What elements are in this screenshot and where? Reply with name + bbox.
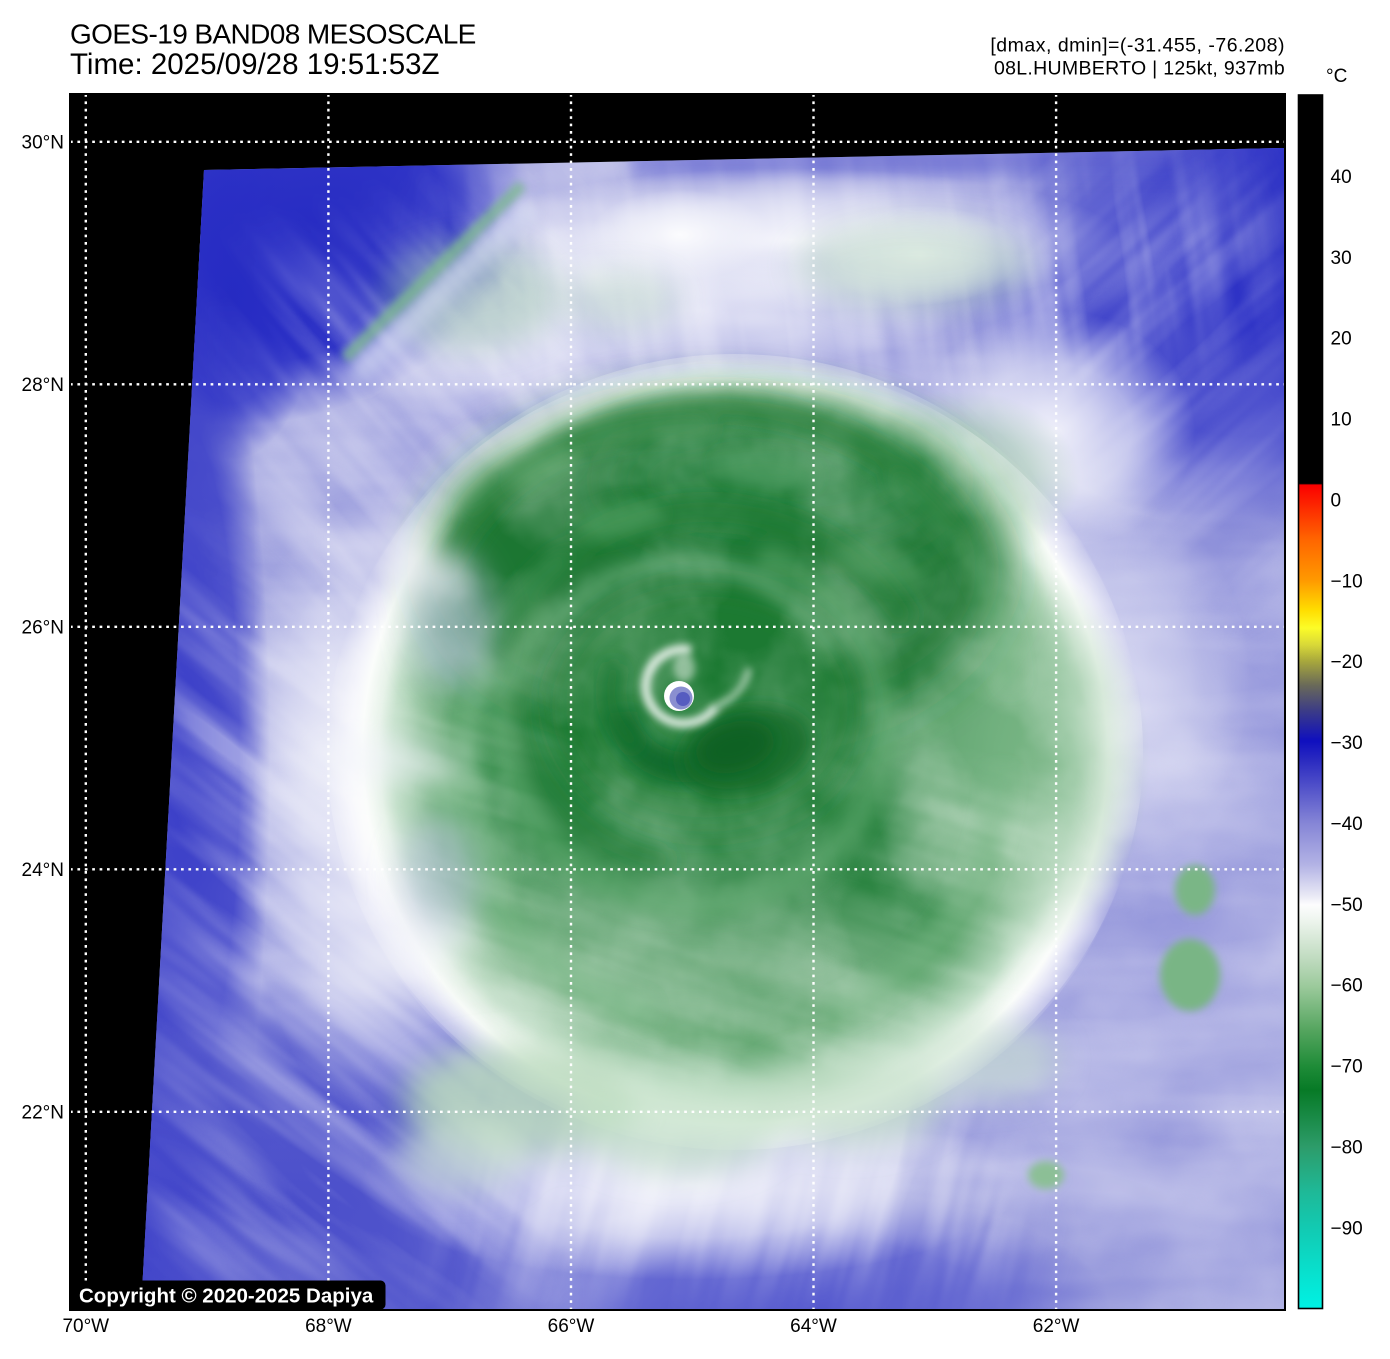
svg-text:64°W: 64°W	[790, 1316, 837, 1337]
svg-text:−60: −60	[1331, 976, 1363, 997]
svg-text:−10: −10	[1331, 571, 1363, 592]
svg-text:40: 40	[1331, 167, 1352, 188]
svg-text:08L.HUMBERTO | 125kt, 937mb: 08L.HUMBERTO | 125kt, 937mb	[994, 58, 1285, 80]
svg-text:24°N: 24°N	[22, 860, 64, 881]
svg-text:−40: −40	[1331, 814, 1363, 835]
svg-text:10: 10	[1331, 410, 1352, 431]
svg-text:−20: −20	[1331, 652, 1363, 673]
svg-text:30°N: 30°N	[22, 132, 64, 153]
svg-text:26°N: 26°N	[22, 617, 64, 638]
svg-text:GOES-19 BAND08 MESOSCALE: GOES-19 BAND08 MESOSCALE	[70, 19, 476, 50]
svg-text:°C: °C	[1326, 66, 1347, 87]
svg-text:Copyright © 2020-2025 Dapiya: Copyright © 2020-2025 Dapiya	[79, 1285, 374, 1308]
svg-text:0: 0	[1331, 491, 1342, 512]
svg-text:20: 20	[1331, 329, 1352, 350]
svg-text:70°W: 70°W	[62, 1316, 109, 1337]
svg-text:−90: −90	[1331, 1218, 1363, 1239]
svg-text:Time: 2025/09/28 19:51:53Z: Time: 2025/09/28 19:51:53Z	[70, 48, 440, 81]
svg-text:−80: −80	[1331, 1137, 1363, 1158]
svg-text:[dmax, dmin]=(-31.455, -76.208: [dmax, dmin]=(-31.455, -76.208)	[990, 35, 1285, 57]
svg-text:30: 30	[1331, 248, 1352, 269]
svg-text:68°W: 68°W	[305, 1316, 352, 1337]
svg-text:28°N: 28°N	[22, 375, 64, 396]
svg-text:−70: −70	[1331, 1057, 1363, 1078]
svg-text:66°W: 66°W	[548, 1316, 595, 1337]
svg-text:22°N: 22°N	[22, 1102, 64, 1123]
svg-text:62°W: 62°W	[1033, 1316, 1080, 1337]
svg-text:−30: −30	[1331, 733, 1363, 754]
svg-text:−50: −50	[1331, 895, 1363, 916]
